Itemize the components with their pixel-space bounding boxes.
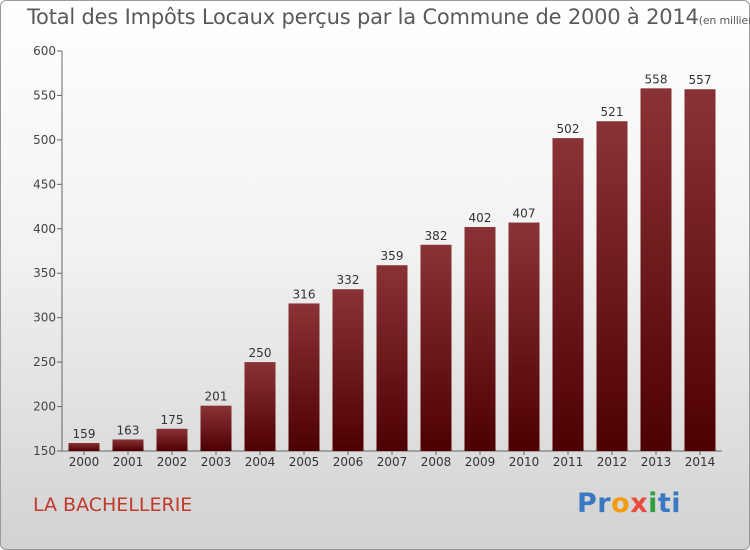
y-tick-label: 450 <box>33 177 56 191</box>
value-label-2013: 558 <box>645 72 668 86</box>
bar-2000 <box>68 443 100 451</box>
bar-2009 <box>464 227 496 451</box>
bar-2004 <box>244 362 276 451</box>
x-tick-label-2001: 2001 <box>113 455 144 469</box>
bar-2007 <box>376 265 408 451</box>
bar-2002 <box>156 428 188 451</box>
commune-name: LA BACHELLERIE <box>33 494 193 516</box>
value-label-2005: 316 <box>293 287 316 301</box>
y-tick-label: 500 <box>33 133 56 147</box>
x-tick-label-2007: 2007 <box>377 455 408 469</box>
x-tick-label-2009: 2009 <box>465 455 496 469</box>
y-axis: 150 200 250 300 350 400 450 500 550 600 <box>33 44 63 458</box>
chart-unit: (en milliers d'€) <box>698 14 750 27</box>
x-tick-label-2002: 2002 <box>157 455 188 469</box>
bar-2011 <box>552 138 584 451</box>
x-tick-label-2005: 2005 <box>289 455 320 469</box>
y-tick-label: 300 <box>33 311 56 325</box>
y-tick-label: 350 <box>33 266 56 280</box>
bar-2005 <box>288 303 320 451</box>
logo-letter: o <box>611 488 631 519</box>
x-tick-label-2010: 2010 <box>509 455 540 469</box>
logo-letter: P <box>577 488 598 519</box>
bar-2012 <box>596 121 628 451</box>
x-tick-label-2000: 2000 <box>69 455 100 469</box>
y-tick-label: 150 <box>33 444 56 458</box>
bar-2013 <box>640 88 672 451</box>
value-label-2000: 159 <box>73 427 96 441</box>
value-label-2003: 201 <box>205 390 228 404</box>
y-tick-label: 550 <box>33 88 56 102</box>
x-tick-label-2011: 2011 <box>553 455 584 469</box>
bar-2003 <box>200 405 232 451</box>
bar-2006 <box>332 289 364 451</box>
x-tick-label-2003: 2003 <box>201 455 232 469</box>
logo-letter: i <box>671 488 682 519</box>
value-label-2014: 557 <box>689 73 712 87</box>
data-labels: 159 163 175 201 250 316 332 359 382 402 407 502 521 5… <box>73 72 712 441</box>
x-axis: 2000 2001 2002 2003 2004 2005 2006 2007 2008 2009… <box>62 450 722 469</box>
bar-2001 <box>112 439 144 451</box>
chart-title: Total des Impôts Locaux perçus par la Co… <box>27 5 750 29</box>
value-label-2001: 163 <box>117 423 140 437</box>
value-label-2007: 359 <box>381 249 404 263</box>
y-tick-label: 400 <box>33 222 56 236</box>
y-tick-label: 250 <box>33 355 56 369</box>
value-label-2012: 521 <box>601 105 624 119</box>
bar-2014 <box>684 89 716 451</box>
value-label-2008: 382 <box>425 229 448 243</box>
x-tick-label-2014: 2014 <box>685 455 716 469</box>
bar-2010 <box>508 222 540 451</box>
logo-letter: r <box>597 488 612 519</box>
logo-letter: x <box>630 488 649 519</box>
x-tick-label-2006: 2006 <box>333 455 364 469</box>
logo-letter: i <box>648 488 658 519</box>
bars <box>68 88 716 451</box>
value-label-2011: 502 <box>557 122 580 136</box>
value-label-2004: 250 <box>249 346 272 360</box>
chart-title-text: Total des Impôts Locaux perçus par la Co… <box>27 5 699 29</box>
bar-2008 <box>420 244 452 451</box>
value-label-2010: 407 <box>513 207 536 221</box>
value-label-2009: 402 <box>469 211 492 225</box>
proxiti-logo[interactable]: Proxiti <box>577 488 681 519</box>
x-tick-label-2012: 2012 <box>597 455 628 469</box>
value-label-2002: 175 <box>161 413 184 427</box>
y-tick-label: 200 <box>33 400 56 414</box>
x-tick-label-2008: 2008 <box>421 455 452 469</box>
logo-letter: t <box>657 488 672 519</box>
y-tick-label: 600 <box>33 44 56 58</box>
x-tick-label-2013: 2013 <box>641 455 672 469</box>
value-label-2006: 332 <box>337 273 360 287</box>
x-tick-label-2004: 2004 <box>245 455 276 469</box>
